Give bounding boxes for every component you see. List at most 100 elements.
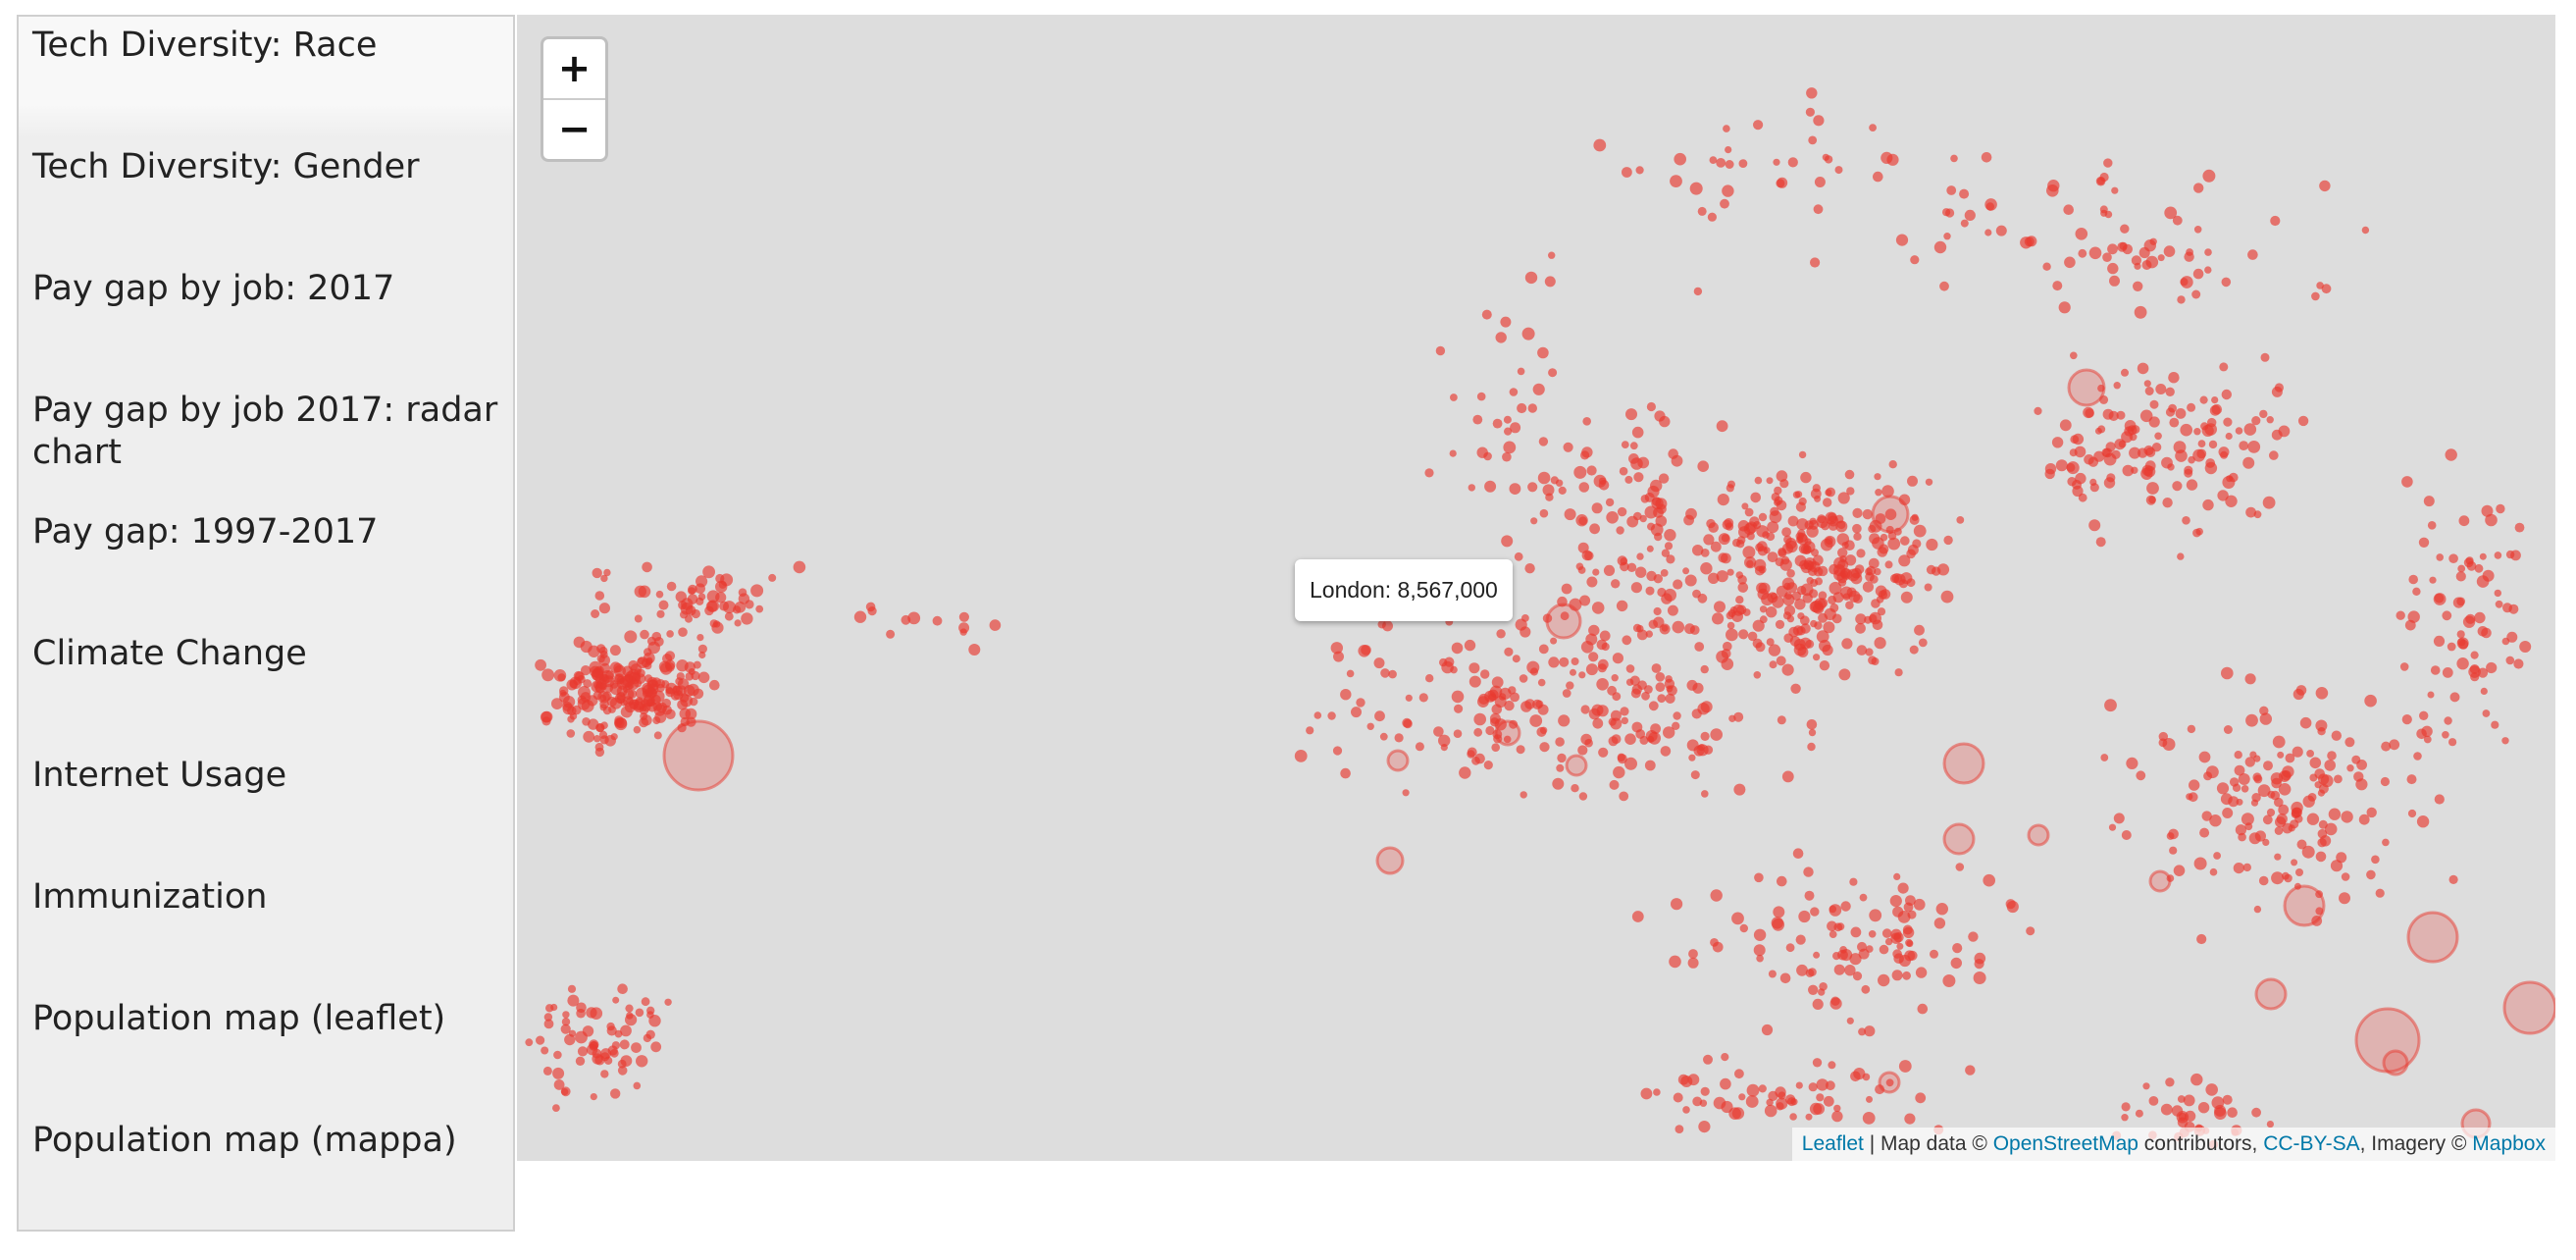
city-marker[interactable] — [1646, 570, 1657, 582]
city-marker[interactable] — [2209, 867, 2218, 876]
city-marker[interactable] — [1621, 441, 1629, 448]
city-marker-large[interactable] — [2067, 368, 2106, 407]
city-marker[interactable] — [2445, 448, 2457, 461]
city-marker[interactable] — [1936, 563, 1950, 576]
city-marker[interactable] — [2186, 479, 2198, 491]
city-marker[interactable] — [633, 725, 642, 734]
city-marker[interactable] — [1753, 928, 1767, 941]
city-marker[interactable] — [1829, 904, 1842, 917]
city-marker[interactable] — [1637, 680, 1647, 690]
city-marker[interactable] — [697, 644, 707, 654]
city-marker[interactable] — [2094, 427, 2102, 435]
city-marker[interactable] — [1672, 620, 1685, 634]
city-marker[interactable] — [1839, 946, 1847, 954]
city-marker[interactable] — [1802, 545, 1812, 554]
city-marker[interactable] — [1586, 576, 1598, 588]
city-marker[interactable] — [595, 723, 605, 732]
city-marker[interactable] — [550, 1003, 558, 1012]
city-marker[interactable] — [1868, 930, 1877, 938]
city-marker[interactable] — [1721, 534, 1729, 543]
city-marker[interactable] — [1798, 910, 1811, 923]
city-marker[interactable] — [1673, 1092, 1683, 1103]
city-marker[interactable] — [1725, 146, 1732, 154]
city-marker[interactable] — [2154, 432, 2162, 441]
city-marker[interactable] — [653, 731, 662, 740]
city-marker[interactable] — [1686, 739, 1699, 752]
city-marker[interactable] — [2316, 282, 2324, 289]
city-marker[interactable] — [2253, 755, 2261, 762]
city-marker[interactable] — [631, 1042, 642, 1053]
city-marker[interactable] — [2197, 1102, 2210, 1114]
city-marker-large[interactable] — [1565, 754, 1588, 777]
city-marker[interactable] — [1548, 251, 1556, 259]
city-marker[interactable] — [1913, 898, 1926, 911]
city-marker[interactable] — [2253, 905, 2262, 914]
city-marker[interactable] — [2266, 416, 2274, 424]
city-marker[interactable] — [624, 630, 638, 644]
city-marker[interactable] — [1658, 473, 1670, 484]
city-marker[interactable] — [1725, 160, 1734, 169]
city-marker[interactable] — [1795, 501, 1806, 512]
city-marker[interactable] — [1744, 507, 1754, 517]
city-marker[interactable] — [1819, 982, 1828, 991]
city-marker[interactable] — [1586, 465, 1597, 476]
city-marker[interactable] — [1597, 663, 1607, 673]
city-marker[interactable] — [932, 615, 943, 626]
city-marker[interactable] — [589, 1041, 598, 1051]
city-marker[interactable] — [2407, 809, 2417, 818]
city-marker[interactable] — [2291, 859, 2298, 866]
city-marker[interactable] — [1672, 721, 1680, 730]
city-marker[interactable] — [1657, 694, 1667, 704]
city-marker[interactable] — [1850, 1071, 1861, 1082]
city-marker[interactable] — [1616, 600, 1628, 612]
city-marker[interactable] — [1810, 579, 1819, 587]
city-marker[interactable] — [2271, 777, 2282, 789]
city-marker[interactable] — [1580, 641, 1594, 654]
city-marker[interactable] — [1946, 185, 1957, 195]
city-marker[interactable] — [1563, 442, 1573, 452]
city-marker[interactable] — [1955, 863, 1965, 871]
city-marker[interactable] — [1710, 728, 1723, 741]
city-marker[interactable] — [2239, 441, 2249, 450]
city-marker[interactable] — [2225, 432, 2233, 441]
city-marker[interactable] — [557, 673, 566, 682]
city-marker[interactable] — [642, 561, 652, 573]
city-marker[interactable] — [1459, 766, 1471, 779]
population-map[interactable]: + − London: 8,567,000 Leaflet | Map data… — [517, 15, 2555, 1161]
city-marker[interactable] — [2501, 737, 2509, 745]
city-marker[interactable] — [1783, 582, 1791, 591]
city-marker[interactable] — [2188, 455, 2195, 464]
city-marker[interactable] — [1808, 984, 1819, 995]
city-marker[interactable] — [2223, 417, 2233, 427]
city-marker[interactable] — [1665, 693, 1675, 705]
city-marker[interactable] — [1942, 208, 1951, 217]
city-marker[interactable] — [2155, 384, 2167, 394]
city-marker[interactable] — [2136, 770, 2146, 781]
city-marker[interactable] — [1489, 685, 1503, 699]
city-marker[interactable] — [685, 672, 695, 681]
city-marker[interactable] — [1841, 638, 1853, 650]
city-marker-large[interactable] — [2502, 980, 2555, 1035]
city-marker[interactable] — [2070, 435, 2080, 445]
city-marker[interactable] — [2269, 450, 2279, 460]
city-marker[interactable] — [1697, 206, 1707, 216]
city-marker[interactable] — [1890, 928, 1902, 940]
city-marker[interactable] — [2131, 466, 2138, 474]
city-marker[interactable] — [1840, 901, 1851, 912]
city-marker[interactable] — [1659, 415, 1671, 428]
city-marker[interactable] — [1739, 923, 1749, 933]
city-marker[interactable] — [577, 695, 587, 705]
city-marker[interactable] — [1617, 754, 1627, 764]
city-marker[interactable] — [2382, 838, 2390, 847]
city-marker[interactable] — [1859, 893, 1868, 902]
city-marker[interactable] — [1813, 204, 1824, 215]
city-marker[interactable] — [1873, 171, 1883, 183]
city-marker[interactable] — [583, 730, 595, 743]
city-marker[interactable] — [1720, 1077, 1731, 1090]
nav-population-map-leaflet[interactable]: Population map (leaflet) — [32, 999, 446, 1038]
city-marker[interactable] — [2434, 794, 2445, 805]
city-marker[interactable] — [575, 1030, 588, 1044]
city-marker[interactable] — [702, 565, 715, 579]
city-marker[interactable] — [2067, 477, 2077, 487]
city-marker[interactable] — [1805, 107, 1815, 117]
